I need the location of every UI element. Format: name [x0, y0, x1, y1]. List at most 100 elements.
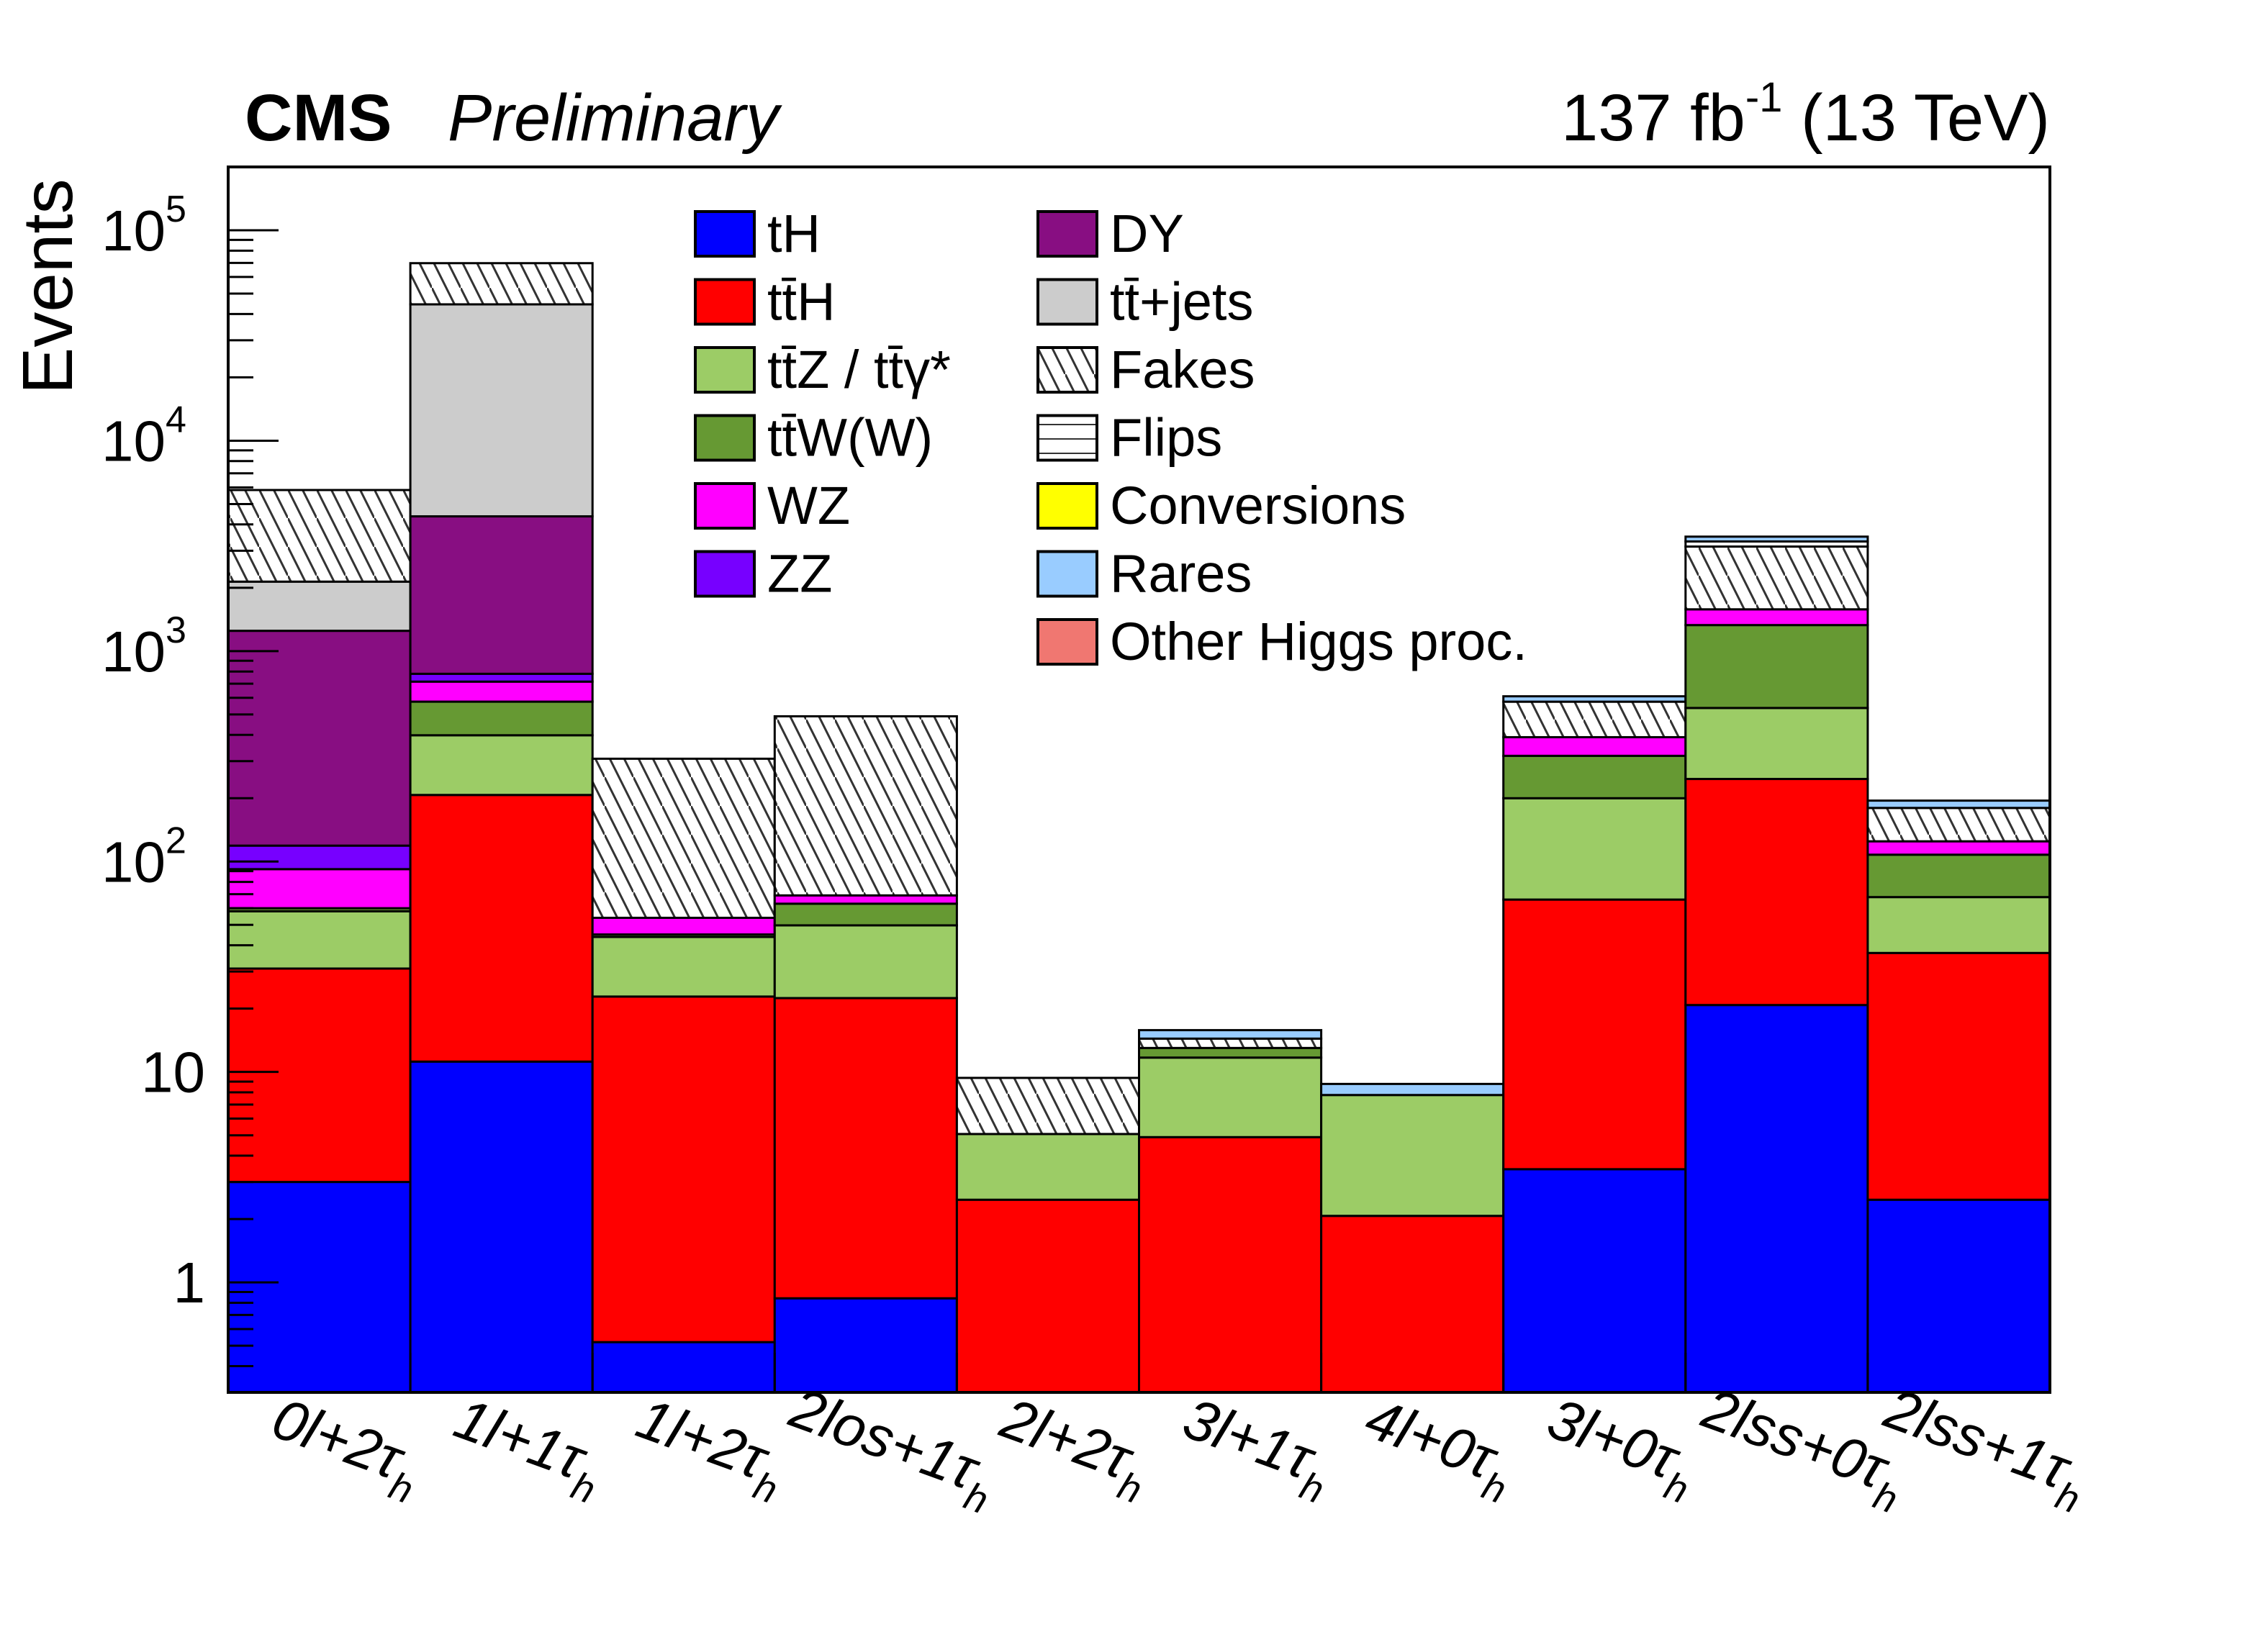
bar-th-bin-2	[591, 1341, 776, 1394]
bar-rares-bin-8	[1684, 535, 1869, 543]
y-axis-label: Events	[8, 178, 87, 394]
bar-tt-z-tt--bin-5	[1138, 1056, 1323, 1138]
bar-tt-z-tt--bin-6	[1320, 1094, 1505, 1218]
bar-tt-z-tt--bin-1	[409, 734, 594, 797]
bar-tt-h-bin-9	[1866, 951, 2051, 1201]
legend-swatch	[1036, 618, 1098, 666]
bar-wz-bin-0	[227, 868, 412, 910]
bar-th-bin-0	[227, 1181, 412, 1394]
x-tick-label: 3l+1τh	[1170, 1386, 1342, 1512]
legend-swatch	[1036, 550, 1098, 598]
legend-label: Other Higgs proc.	[1110, 612, 1527, 671]
legend-label: DY	[1110, 204, 1184, 263]
legend-swatch	[1036, 482, 1098, 530]
x-tick-label: 2lss+1τh	[1871, 1376, 2097, 1522]
bar-fakes-bin-9	[1866, 807, 2051, 843]
bar-wz-bin-3	[773, 894, 958, 905]
histogram-bars	[227, 262, 2051, 1394]
y-tick-label: 102	[101, 820, 186, 894]
legend-swatch	[694, 550, 756, 598]
bar-wz-bin-1	[409, 680, 594, 703]
legend-label: WZ	[767, 476, 850, 535]
legend-label: tt̄W(W)	[767, 408, 933, 468]
bar-tt-w-w--bin-8	[1684, 624, 1869, 710]
bar-fakes-bin-7	[1502, 700, 1687, 738]
y-axis: 1 10 102 103 104 105	[101, 166, 279, 1394]
x-tick-label: 1l+1τh	[442, 1386, 613, 1512]
bar-wz-bin-7	[1502, 735, 1687, 757]
y-tick-label: 10	[141, 1041, 205, 1105]
bar-th-bin-9	[1866, 1198, 2051, 1394]
legend-label: Fakes	[1110, 340, 1255, 399]
bar-rares-bin-6	[1320, 1082, 1505, 1097]
bar-tt-w-w--bin-3	[773, 902, 958, 927]
y-tick-label: 105	[101, 189, 186, 263]
bar-tt-z-tt--bin-2	[591, 935, 776, 998]
legend-label: tt̄Z / tt̄γ*	[767, 340, 951, 399]
bar-tt-w-w--bin-9	[1866, 853, 2051, 899]
legend-label: Flips	[1110, 408, 1222, 468]
x-tick-label: 2los+1τh	[777, 1375, 1006, 1523]
bar-tt-h-bin-8	[1684, 778, 1869, 1007]
bar-tt-h-bin-1	[409, 794, 594, 1063]
bar-tt-h-bin-5	[1138, 1135, 1323, 1394]
bar-tt-h-bin-4	[955, 1198, 1141, 1394]
lumi-label: 137 fb-1 (13 TeV)	[1561, 74, 2050, 155]
bar-tt-jets-bin-0	[227, 580, 412, 633]
bar-dy-bin-1	[409, 515, 594, 675]
bar-tt-h-bin-2	[591, 995, 776, 1343]
bar-dy-bin-0	[227, 630, 412, 847]
bar-wz-bin-8	[1684, 608, 1869, 627]
legend-swatch	[694, 210, 756, 258]
experiment-label: CMS	[245, 81, 392, 155]
bar-th-bin-3	[773, 1297, 958, 1394]
bar-fakes-bin-4	[955, 1076, 1141, 1135]
status-label: Preliminary	[448, 81, 782, 155]
legend-label: Rares	[1110, 544, 1252, 604]
x-tick-label: 1l+2τh	[624, 1386, 795, 1512]
bar-tt-z-tt--bin-3	[773, 924, 958, 999]
bar-fakes-bin-2	[591, 757, 776, 919]
bar-fakes-bin-5	[1138, 1037, 1323, 1049]
bar-tt-w-w--bin-7	[1502, 754, 1687, 799]
bar-fakes-bin-1	[409, 262, 594, 306]
bar-tt-h-bin-0	[227, 967, 412, 1184]
bar-tt-z-tt--bin-7	[1502, 797, 1687, 901]
bar-fakes-bin-0	[227, 489, 412, 583]
bar-rares-bin-9	[1866, 799, 2051, 810]
legend-label: Conversions	[1110, 476, 1406, 535]
bar-tt-h-bin-3	[773, 997, 958, 1300]
bar-th-bin-7	[1502, 1168, 1687, 1394]
bar-rares-bin-5	[1138, 1029, 1323, 1040]
bar-tt-w-w--bin-5	[1138, 1046, 1323, 1059]
bar-tt-z-tt--bin-0	[227, 910, 412, 970]
x-tick-label: 0l+2τh	[260, 1386, 431, 1512]
y-tick-label: 104	[101, 399, 186, 473]
legend-swatch	[694, 482, 756, 530]
legend: tH tt̄H tt̄Z / tt̄γ* tt̄W(W) WZ ZZ DY tt̄+jets F…	[694, 204, 1527, 671]
bar-wz-bin-9	[1866, 840, 2051, 856]
y-tick-label: 103	[101, 609, 186, 684]
bar-tt-h-bin-6	[1320, 1215, 1505, 1394]
x-tick-label: 2lss+0τh	[1689, 1376, 1915, 1522]
legend-swatch	[694, 346, 756, 394]
bar-wz-bin-2	[591, 916, 776, 936]
bar-tt-h-bin-7	[1502, 898, 1687, 1171]
y-tick-label: 1	[173, 1251, 206, 1315]
legend-swatch	[1036, 346, 1098, 394]
bar-fakes-bin-3	[773, 715, 958, 897]
legend-label: ZZ	[767, 544, 832, 604]
bar-tt-z-tt--bin-9	[1866, 896, 2051, 954]
x-tick-label: 4l+0τh	[1352, 1386, 1524, 1512]
x-tick-label: 3l+0τh	[1535, 1386, 1706, 1512]
bar-th-bin-8	[1684, 1004, 1869, 1394]
x-tick-label: 2l+2τh	[988, 1385, 1160, 1512]
bar-zz-bin-1	[409, 672, 594, 683]
legend-label: tt̄+jets	[1110, 272, 1254, 332]
bar-tt-jets-bin-1	[409, 303, 594, 518]
legend-swatch	[1036, 210, 1098, 258]
bar-th-bin-1	[409, 1060, 594, 1394]
legend-label: tt̄H	[767, 272, 836, 332]
legend-swatch	[1036, 278, 1098, 326]
